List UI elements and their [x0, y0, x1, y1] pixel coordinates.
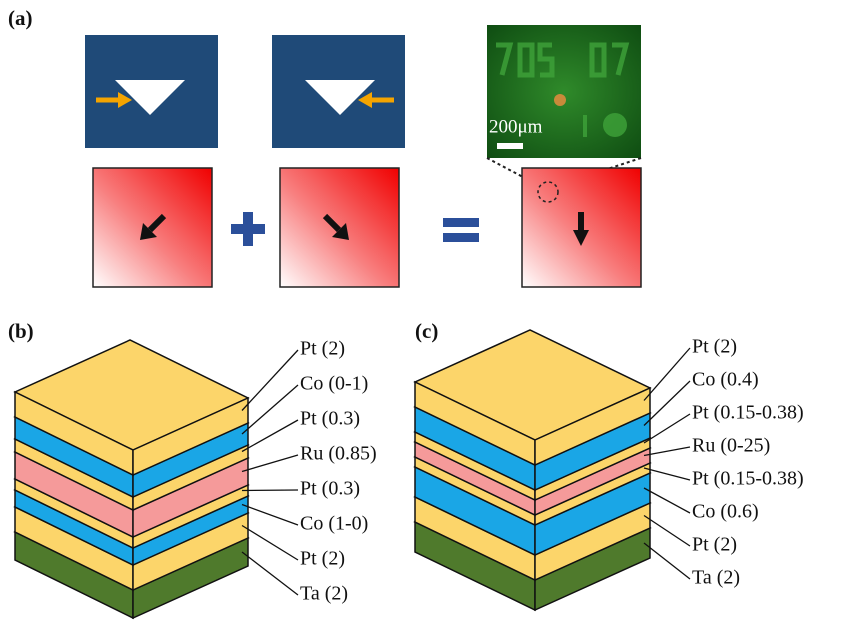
layer-label: Ru (0.85) — [300, 443, 377, 465]
layer-label: Pt (2) — [300, 338, 345, 360]
layer-label: Co (1-0) — [300, 513, 368, 535]
layer-label: Pt (0.3) — [300, 478, 360, 500]
leader-line — [644, 468, 690, 480]
leader-line — [242, 505, 298, 526]
layer-label: Co (0.6) — [692, 501, 759, 523]
leader-line — [242, 526, 298, 561]
micrograph: 200μm — [487, 25, 641, 186]
leader-line — [644, 348, 690, 401]
panel-label: (c) — [415, 319, 438, 343]
leader-line — [242, 420, 298, 452]
figure: (a) (b) (c) 200μm — [0, 0, 848, 624]
layer-label: Ru (0-25) — [692, 435, 770, 457]
leader-line — [242, 455, 298, 472]
layer-label: Pt (2) — [692, 336, 737, 358]
leader-line — [644, 516, 690, 547]
leader-line — [242, 350, 298, 411]
layer-stacks: Pt (2) Co (0-1) Pt (0.3) Ru (0.85) Pt (0.3) C… — [15, 330, 804, 618]
layer-label: Pt (2) — [692, 534, 737, 556]
layer-label: Ta (2) — [692, 567, 740, 589]
probe-diagram — [85, 35, 405, 148]
magnetization-diagram — [93, 168, 641, 287]
layer-label: Pt (0.15-0.38) — [692, 468, 804, 490]
layer-label: Co (0.4) — [692, 369, 759, 391]
layer-label: Pt (2) — [300, 548, 345, 570]
leader-line — [644, 488, 690, 513]
leader-line — [644, 543, 690, 579]
leader-line — [242, 552, 298, 595]
layer-label: Pt (0.15-0.38) — [692, 402, 804, 424]
panel-label: (a) — [8, 6, 33, 30]
scale-bar-label: 200μm — [489, 116, 543, 137]
panel-label: (b) — [8, 319, 34, 343]
leader-line — [242, 385, 298, 434]
layer-label: Co (0-1) — [300, 373, 368, 395]
page: {"panels": { "a": {"label": "(a)", "scal… — [0, 0, 848, 629]
layer-label: Ta (2) — [300, 583, 348, 605]
leader-line — [242, 490, 298, 491]
layer-label: Pt (0.3) — [300, 408, 360, 430]
